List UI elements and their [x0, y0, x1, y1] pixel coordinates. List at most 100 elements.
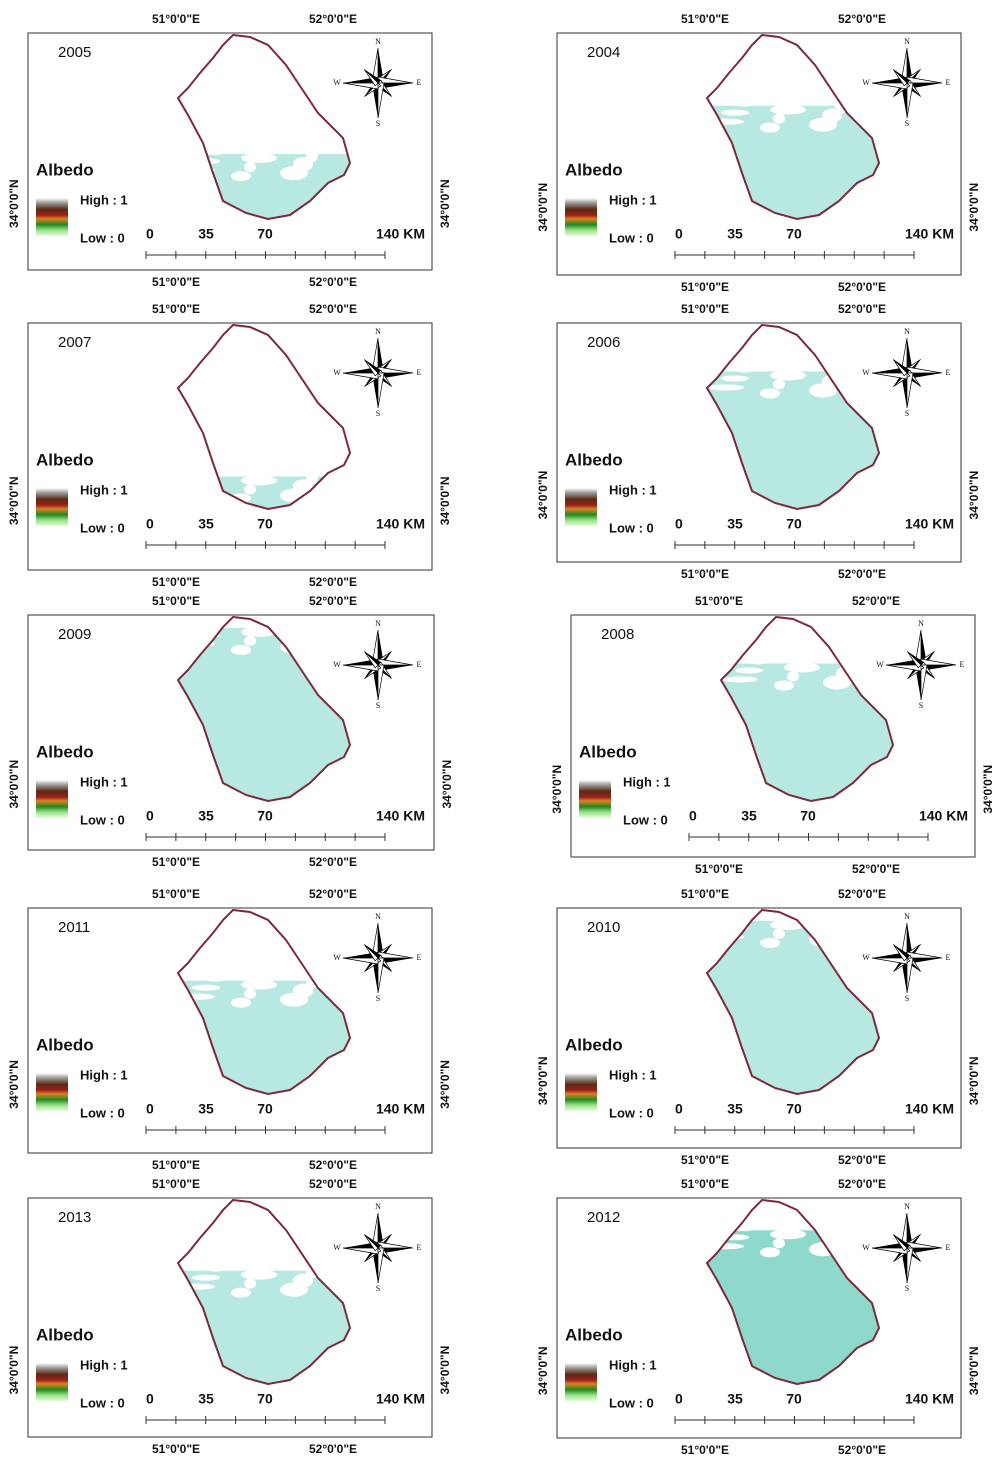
bright-patch: [774, 680, 794, 691]
bright-patch: [205, 1265, 225, 1272]
bright-patch: [708, 384, 744, 391]
scale-label: 35: [727, 516, 743, 532]
compass-letter: N: [904, 1202, 910, 1211]
legend-title: Albedo: [565, 160, 623, 179]
bright-patch: [747, 91, 759, 98]
scale-label: 70: [257, 808, 273, 824]
bright-patch: [797, 653, 825, 664]
lon-label: 52°0'0"E: [309, 1442, 357, 1456]
year-label: 2013: [58, 1209, 91, 1226]
lon-label: 52°0'0"E: [309, 855, 357, 869]
bright-patch: [747, 357, 759, 364]
compass-letter: N: [904, 912, 910, 921]
compass-letter: W: [876, 660, 884, 669]
lat-label: 34°0'0"N: [981, 765, 995, 814]
compass-letter: S: [905, 409, 909, 418]
scale-label: 35: [198, 1391, 214, 1407]
lon-label: 52°0'0"E: [309, 594, 357, 608]
scale-label: 140 KM: [905, 516, 954, 532]
lat-label: 34°0'0"N: [438, 179, 452, 228]
lon-label: 51°0'0"E: [152, 1158, 200, 1172]
legend-title: Albedo: [36, 1325, 94, 1344]
legend-low: Low : 0: [609, 1105, 654, 1120]
legend-title: Albedo: [565, 450, 623, 469]
scale-label: 70: [786, 516, 802, 532]
year-label: 2004: [587, 44, 620, 61]
scale-label: 140 KM: [376, 1101, 425, 1117]
legend-title: Albedo: [36, 450, 94, 469]
scale-label: 140 KM: [905, 1101, 954, 1117]
compass-rose: [871, 1212, 943, 1284]
map-panel: 51°0'0"E 52°0'0"E 51°0'0"E 52°0'0"E 34°0'0"N…: [536, 1177, 981, 1457]
bright-patch: [231, 171, 251, 182]
scale-label: 35: [741, 808, 757, 824]
lon-label: 52°0'0"E: [838, 1177, 886, 1191]
lat-label: 34°0'0"N: [438, 1060, 452, 1109]
compass-letter: S: [376, 994, 380, 1003]
lon-label: 51°0'0"E: [152, 1442, 200, 1456]
map-panel: 51°0'0"E 52°0'0"E 51°0'0"E 52°0'0"E 34°0'0"N…: [536, 887, 981, 1167]
compass-rose: [871, 337, 943, 409]
bright-patch: [783, 95, 811, 106]
bright-patch: [303, 139, 339, 154]
bright-patch: [267, 135, 287, 146]
compass-letter: N: [375, 619, 381, 628]
bright-patch: [796, 352, 816, 363]
lon-label: 51°0'0"E: [152, 887, 200, 901]
legend-low: Low : 0: [80, 812, 125, 827]
bright-patch: [267, 961, 287, 972]
legend-high: High : 1: [609, 192, 657, 207]
bright-patch: [254, 144, 282, 155]
compass-letter: E: [417, 78, 422, 87]
map-panel: 51°0'0"E 52°0'0"E 51°0'0"E 52°0'0"E 34°0'0"N…: [536, 302, 981, 581]
compass-letter: S: [376, 409, 380, 418]
legend-ramp: [36, 1363, 68, 1401]
bright-patch: [760, 937, 780, 948]
legend-low: Low : 0: [80, 1105, 125, 1120]
legend-ramp: [565, 488, 597, 526]
compass-letter: S: [376, 701, 380, 710]
map-panel: 51°0'0"E 52°0'0"E 51°0'0"E 52°0'0"E 34°0'0"N…: [550, 594, 995, 876]
compass-letter: W: [862, 953, 870, 962]
bright-patch: [241, 153, 277, 164]
lon-label: 52°0'0"E: [309, 1177, 357, 1191]
lon-label: 52°0'0"E: [838, 280, 886, 294]
compass-letter: N: [375, 37, 381, 46]
bright-patch: [748, 658, 768, 665]
bright-patch: [735, 667, 763, 674]
scale-label: 35: [727, 1391, 743, 1407]
lon-label: 52°0'0"E: [838, 12, 886, 26]
compass-letter: E: [417, 660, 422, 669]
bright-patch: [267, 1251, 287, 1262]
legend-ramp: [36, 1073, 68, 1111]
bright-patch: [218, 1256, 230, 1263]
legend-low: Low : 0: [609, 230, 654, 245]
compass-letter: N: [918, 619, 924, 628]
bright-patch: [241, 1269, 277, 1280]
compass-letter: E: [417, 1243, 422, 1252]
bright-patch: [773, 928, 785, 939]
lon-label: 51°0'0"E: [681, 1153, 729, 1167]
legend-high: High : 1: [623, 774, 671, 789]
bright-patch: [244, 1278, 256, 1289]
year-label: 2006: [587, 334, 620, 351]
scale-label: 70: [257, 516, 273, 532]
map-panel: 51°0'0"E 52°0'0"E 51°0'0"E 52°0'0"E 34°0'0"N…: [7, 1177, 452, 1456]
bright-patch: [244, 484, 256, 495]
bright-patch: [244, 635, 256, 646]
lon-label: 51°0'0"E: [152, 1177, 200, 1191]
bright-patch: [241, 979, 277, 990]
legend-ramp: [565, 198, 597, 236]
lat-label: 34°0'0"N: [7, 179, 21, 228]
lat-label: 34°0'0"N: [7, 476, 21, 525]
legend-title: Albedo: [565, 1325, 623, 1344]
basin-outline: [176, 323, 352, 511]
scale-label: 70: [786, 1101, 802, 1117]
compass-letter: N: [375, 912, 381, 921]
basin-outline: [705, 1198, 881, 1386]
scale-label: 140 KM: [376, 226, 425, 242]
scale-label: 35: [727, 1101, 743, 1117]
bright-patch: [218, 462, 230, 469]
bright-patch: [760, 388, 780, 399]
compass-letter: N: [375, 327, 381, 336]
